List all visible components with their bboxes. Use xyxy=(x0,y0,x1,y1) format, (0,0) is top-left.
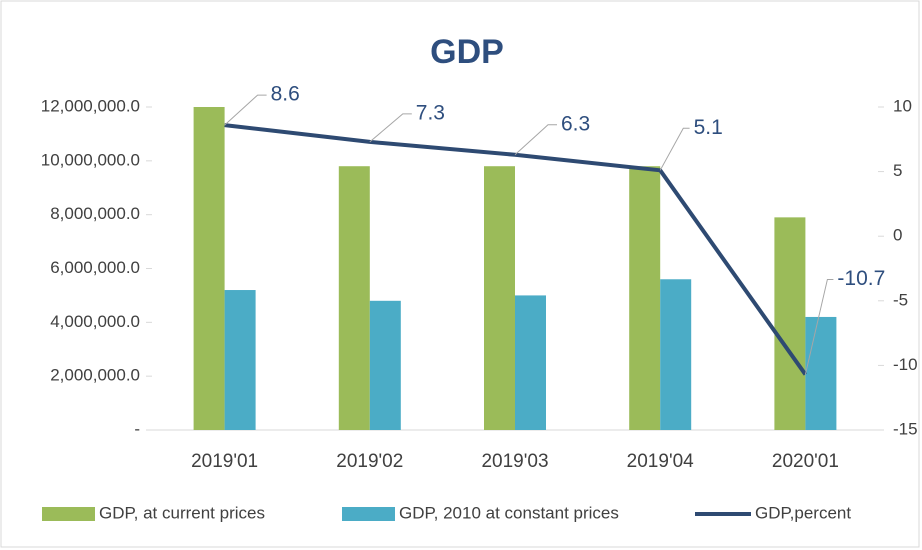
leader-line xyxy=(514,124,557,156)
x-tick-label: 2019'04 xyxy=(627,451,694,472)
legend-label: GDP, at current prices xyxy=(99,503,265,522)
legend-swatch xyxy=(42,507,95,521)
x-tick-label: 2019'01 xyxy=(191,451,258,472)
y2-tick-label: 0 xyxy=(893,226,902,245)
bar xyxy=(774,217,806,430)
leader-line xyxy=(369,113,412,143)
y-tick-label: 6,000,000.0 xyxy=(50,258,140,277)
x-tick-label: 2019'03 xyxy=(481,451,548,472)
y-tick-label: 12,000,000.0 xyxy=(41,96,140,115)
leader-line xyxy=(804,278,834,375)
bar xyxy=(660,279,692,430)
y-tick-label: 4,000,000.0 xyxy=(50,312,140,331)
bar xyxy=(369,300,401,430)
chart-title: GDP xyxy=(430,33,504,71)
y-tick-label: - xyxy=(134,419,140,438)
leader-line xyxy=(224,94,267,126)
bar xyxy=(805,316,837,430)
y2-tick-label: -10 xyxy=(893,355,918,374)
bar xyxy=(515,295,546,430)
data-label: 7.3 xyxy=(416,101,445,124)
y2-tick-label: -15 xyxy=(893,419,918,438)
legend-label: GDP, 2010 at constant prices xyxy=(399,503,619,522)
x-tick-label: 2019'02 xyxy=(336,451,403,472)
leader-line xyxy=(659,127,690,171)
bar xyxy=(484,166,515,430)
y-tick-label: 2,000,000.0 xyxy=(50,366,140,385)
data-label: 5.1 xyxy=(694,116,723,139)
x-tick-label: 2020'01 xyxy=(772,451,839,472)
legend-label: GDP,percent xyxy=(755,503,851,522)
y2-tick-label: 10 xyxy=(893,96,912,115)
y2-tick-label: 5 xyxy=(893,161,902,180)
y2-tick-label: -5 xyxy=(893,290,908,309)
bar xyxy=(224,290,256,430)
legend-swatch xyxy=(342,507,395,521)
data-label: 6.3 xyxy=(561,112,590,135)
data-label: 8.6 xyxy=(271,83,300,106)
bar xyxy=(193,107,225,430)
bar xyxy=(629,166,661,430)
data-label: -10.7 xyxy=(837,267,885,290)
y-tick-label: 10,000,000.0 xyxy=(41,150,140,169)
y-tick-label: 8,000,000.0 xyxy=(50,204,140,223)
bar xyxy=(338,166,370,430)
